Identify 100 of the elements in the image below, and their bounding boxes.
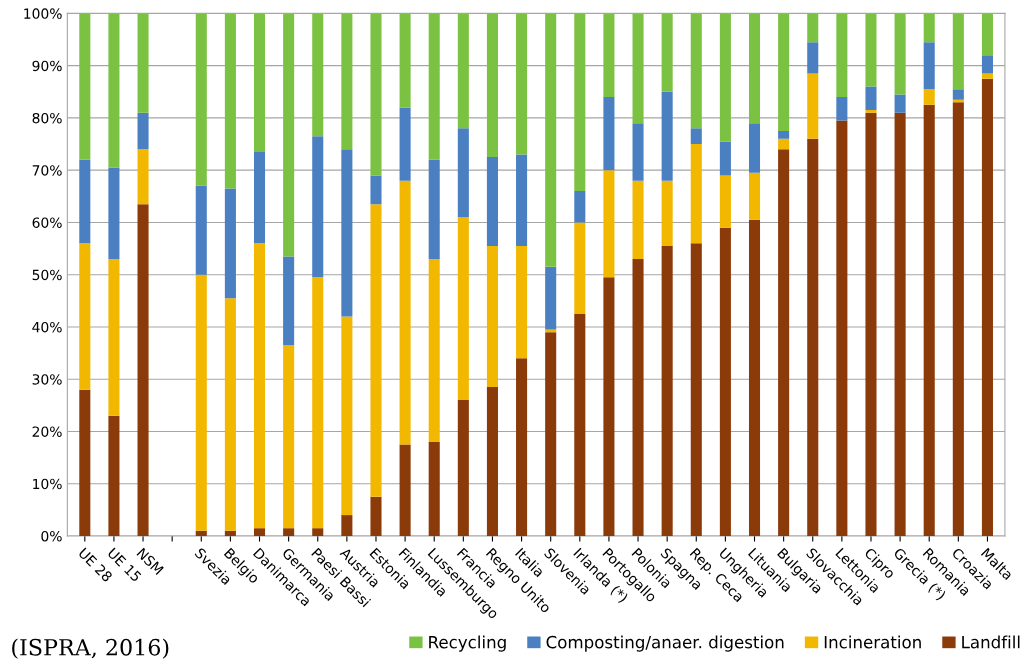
bar bbox=[894, 13, 906, 95]
bar bbox=[370, 175, 382, 205]
bar bbox=[137, 149, 149, 205]
bar bbox=[195, 530, 207, 536]
bar bbox=[748, 172, 761, 220]
bar bbox=[108, 259, 120, 416]
bar bbox=[516, 245, 528, 359]
bar bbox=[224, 530, 236, 536]
bar bbox=[923, 104, 935, 536]
bar bbox=[690, 128, 702, 145]
y-tick-label: 90% bbox=[32, 60, 62, 72]
bar bbox=[457, 13, 469, 129]
bar bbox=[807, 138, 819, 536]
bar bbox=[894, 112, 906, 536]
bar bbox=[836, 97, 848, 121]
bar bbox=[719, 227, 731, 536]
bar bbox=[312, 277, 324, 529]
bar bbox=[836, 13, 848, 98]
y-tick-label: 80% bbox=[32, 112, 62, 124]
bar bbox=[253, 13, 266, 152]
bar bbox=[341, 316, 353, 516]
bar bbox=[719, 13, 731, 142]
bar bbox=[399, 180, 411, 445]
bar bbox=[574, 191, 586, 223]
bar bbox=[253, 528, 266, 536]
bar bbox=[195, 274, 207, 531]
bar bbox=[923, 89, 935, 105]
bar bbox=[224, 13, 236, 189]
bar bbox=[253, 243, 266, 529]
bar bbox=[79, 389, 91, 536]
bar bbox=[516, 154, 528, 246]
bar bbox=[457, 128, 469, 218]
bar bbox=[748, 13, 761, 124]
y-tick-label: 20% bbox=[32, 426, 62, 437]
bar bbox=[632, 259, 644, 536]
bar bbox=[661, 245, 673, 536]
bar bbox=[603, 13, 615, 98]
bar bbox=[108, 167, 120, 260]
bar bbox=[370, 204, 382, 497]
bar bbox=[603, 97, 615, 171]
bar bbox=[632, 123, 644, 181]
y-tick-label: 40% bbox=[32, 321, 62, 333]
bar bbox=[486, 245, 498, 388]
bar bbox=[108, 13, 120, 168]
bar bbox=[952, 89, 964, 100]
bar bbox=[486, 387, 498, 536]
bar bbox=[137, 13, 149, 113]
bar bbox=[516, 13, 528, 155]
bar bbox=[224, 188, 236, 299]
bar bbox=[603, 170, 615, 278]
bar bbox=[807, 42, 819, 74]
bar bbox=[79, 159, 91, 244]
legend-label: Composting/anaer. digestion bbox=[546, 635, 784, 652]
bar bbox=[923, 13, 935, 43]
bar bbox=[137, 112, 149, 150]
bar bbox=[283, 256, 295, 346]
bar bbox=[370, 496, 382, 536]
bar bbox=[690, 13, 702, 129]
bar bbox=[312, 13, 324, 137]
bar bbox=[574, 13, 586, 192]
bar bbox=[428, 259, 440, 442]
bar bbox=[283, 528, 295, 536]
legend-label: Recycling bbox=[429, 635, 506, 652]
bar bbox=[865, 13, 877, 87]
bar bbox=[545, 13, 557, 267]
bar bbox=[981, 13, 993, 56]
y-tick-label: 60% bbox=[32, 217, 62, 228]
bar bbox=[370, 13, 382, 176]
bar bbox=[778, 130, 790, 139]
bar bbox=[952, 102, 964, 536]
bar bbox=[399, 13, 411, 108]
bar bbox=[603, 277, 615, 536]
bar bbox=[312, 528, 324, 536]
bar bbox=[341, 515, 353, 536]
bar bbox=[79, 13, 91, 160]
bar bbox=[108, 415, 120, 536]
y-tick-label: 10% bbox=[33, 478, 62, 490]
bar bbox=[253, 151, 266, 244]
bar bbox=[574, 313, 586, 536]
text: (ISPRA, 2016) bbox=[12, 638, 169, 659]
bar bbox=[486, 13, 498, 158]
bar bbox=[981, 55, 993, 74]
bar bbox=[79, 243, 91, 390]
bar bbox=[632, 180, 644, 260]
bar bbox=[661, 91, 673, 181]
bar bbox=[894, 94, 906, 113]
bar bbox=[778, 13, 790, 131]
bar bbox=[778, 138, 790, 150]
bar bbox=[399, 107, 411, 181]
bar bbox=[865, 86, 877, 111]
bar bbox=[719, 175, 731, 228]
bar bbox=[283, 13, 295, 257]
bar bbox=[486, 157, 498, 246]
bar bbox=[865, 112, 877, 536]
bar bbox=[516, 358, 528, 536]
bar bbox=[195, 13, 207, 186]
bar bbox=[283, 345, 295, 529]
bar bbox=[399, 444, 411, 536]
bar bbox=[457, 400, 469, 536]
bar bbox=[137, 204, 149, 536]
